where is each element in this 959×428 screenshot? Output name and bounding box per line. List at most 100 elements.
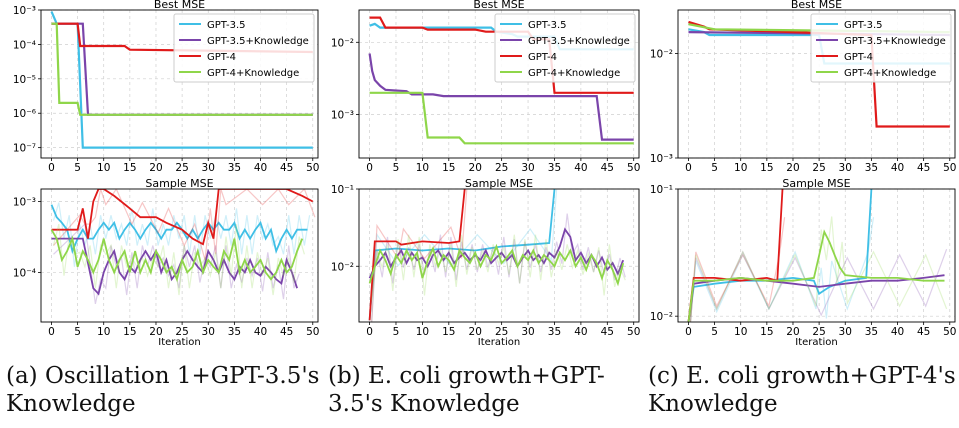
y-tick-label: 10⁻³ <box>13 196 36 208</box>
x-tick-label: 15 <box>442 326 455 338</box>
x-tick-label: 20 <box>149 162 162 174</box>
series-faded-line <box>371 213 626 296</box>
x-tick-label: 50 <box>943 326 956 338</box>
series-line <box>368 227 625 279</box>
legend-label: GPT-3.5 <box>844 20 882 31</box>
legend-label: GPT-4 <box>207 52 236 63</box>
panel-title: Best MSE <box>791 0 842 11</box>
series-faded-line <box>371 189 468 322</box>
x-tick-label: 35 <box>228 162 241 174</box>
x-tick-label: 30 <box>839 162 852 174</box>
chart-b-sample: 0 5 10 15 20 25 30 35 40 45 50 10⁻² 10⁻¹ Sample MSE It… <box>331 177 641 348</box>
x-tick-label: 40 <box>574 162 587 174</box>
x-tick-label: 20 <box>149 326 162 338</box>
x-tick-label: 30 <box>202 326 215 338</box>
x-tick-label: 40 <box>254 162 267 174</box>
y-tick-label: 10⁻² <box>331 261 354 273</box>
panel-title: Sample MSE <box>782 177 850 190</box>
x-tick-label: 5 <box>393 162 400 174</box>
x-tick-label: 0 <box>366 326 373 338</box>
series-faded-line <box>689 217 875 322</box>
legend-label: GPT-4+Knowledge <box>207 68 299 79</box>
chart-a-sample: 0 5 10 15 20 25 30 35 40 45 50 10⁻⁴ 10⁻³ Sample MSE It… <box>13 177 320 348</box>
x-tick-label: 35 <box>228 326 241 338</box>
legend-label: GPT-4+Knowledge <box>528 68 620 79</box>
x-tick-label: 10 <box>97 162 110 174</box>
x-tick-label: 30 <box>839 326 852 338</box>
x-tick-label: 5 <box>711 326 718 338</box>
y-tick-label: 10⁻⁴ <box>13 39 36 51</box>
series-line <box>368 243 625 287</box>
series-faded-line <box>689 216 948 322</box>
series-line <box>50 204 308 254</box>
x-tick-label: 0 <box>48 326 55 338</box>
series-faded-line <box>371 234 626 301</box>
chart-a-best: 0 5 10 15 20 25 30 35 40 45 50 10⁻⁷ 10⁻⁶ 10⁻⁵ 10⁻⁴ 10⁻³… <box>13 0 320 174</box>
x-tick-label: 45 <box>917 162 930 174</box>
series-faded-line <box>52 202 311 267</box>
x-tick-label: 25 <box>175 326 188 338</box>
series-line <box>368 189 466 321</box>
y-tick-label: 10⁻⁶ <box>13 108 36 120</box>
y-tick-label: 10⁻² <box>650 48 673 60</box>
x-tick-label: 25 <box>812 326 825 338</box>
x-tick-label: 40 <box>891 162 904 174</box>
x-tick-label: 0 <box>685 162 692 174</box>
y-tick-label: 10⁻⁴ <box>13 267 36 279</box>
x-tick-label: 35 <box>548 326 561 338</box>
x-tick-label: 50 <box>627 162 640 174</box>
plot-frame <box>358 9 640 159</box>
x-tick-label: 25 <box>495 326 508 338</box>
legend: GPT-3.5 GPT-3.5+Knowledge GPT-4 GPT-4+Knowl… <box>173 13 315 83</box>
legend: GPT-3.5 GPT-3.5+Knowledge GPT-4 GPT-4+Knowl… <box>810 13 952 83</box>
series-faded-line <box>52 223 305 296</box>
x-tick-label: 30 <box>202 162 215 174</box>
panel-title: Best MSE <box>154 0 205 11</box>
y-tick-label: 10⁻³ <box>13 5 36 17</box>
series-line <box>368 189 556 321</box>
caption-a: (a) Oscillation 1+GPT-3.5's Knowledge <box>6 363 320 417</box>
x-tick-label: 35 <box>865 326 878 338</box>
plot-frame <box>40 9 319 159</box>
x-tick-label: 45 <box>280 326 293 338</box>
caption-c: (c) E. coli growth+GPT-4's Knowledge <box>648 363 956 417</box>
legend-label: GPT-3.5 <box>528 20 566 31</box>
x-tick-label: 25 <box>812 162 825 174</box>
series-line <box>51 22 313 54</box>
x-tick-label: 20 <box>786 162 799 174</box>
x-tick-label: 45 <box>280 162 293 174</box>
y-tick-label: 10⁻² <box>331 37 354 49</box>
series-line <box>687 189 873 322</box>
y-tick-label: 10⁻³ <box>650 153 673 165</box>
series-line <box>369 91 634 145</box>
y-tick-label: 10⁻⁵ <box>13 74 36 86</box>
x-tick-label: 35 <box>548 162 561 174</box>
legend: GPT-3.5 GPT-3.5+Knowledge GPT-4 GPT-4+Knowl… <box>494 13 636 83</box>
series-line <box>50 229 304 283</box>
y-tick-label: 10⁻³ <box>331 110 354 122</box>
x-tick-label: 30 <box>521 162 534 174</box>
series-line <box>687 189 784 322</box>
legend-label: GPT-4 <box>844 52 873 63</box>
x-tick-label: 0 <box>685 326 692 338</box>
x-axis-label: Iteration <box>795 337 837 348</box>
x-tick-label: 10 <box>416 162 429 174</box>
x-tick-label: 50 <box>306 326 319 338</box>
x-tick-label: 40 <box>574 326 587 338</box>
x-tick-label: 50 <box>627 326 640 338</box>
y-tick-label: 10⁻¹ <box>331 184 354 196</box>
y-tick-label: 10⁻⁷ <box>13 143 36 155</box>
legend-label: GPT-3.5+Knowledge <box>207 36 309 47</box>
legend-label: GPT-3.5+Knowledge <box>528 36 630 47</box>
legend-box <box>494 13 636 83</box>
x-tick-label: 15 <box>123 326 136 338</box>
x-tick-label: 50 <box>943 162 956 174</box>
x-tick-label: 5 <box>74 162 81 174</box>
x-tick-label: 10 <box>416 326 429 338</box>
x-tick-label: 20 <box>786 326 799 338</box>
legend-label: GPT-3.5 <box>207 20 245 31</box>
x-tick-label: 25 <box>175 162 188 174</box>
x-tick-label: 35 <box>865 162 878 174</box>
panel-title: Best MSE <box>473 0 524 11</box>
